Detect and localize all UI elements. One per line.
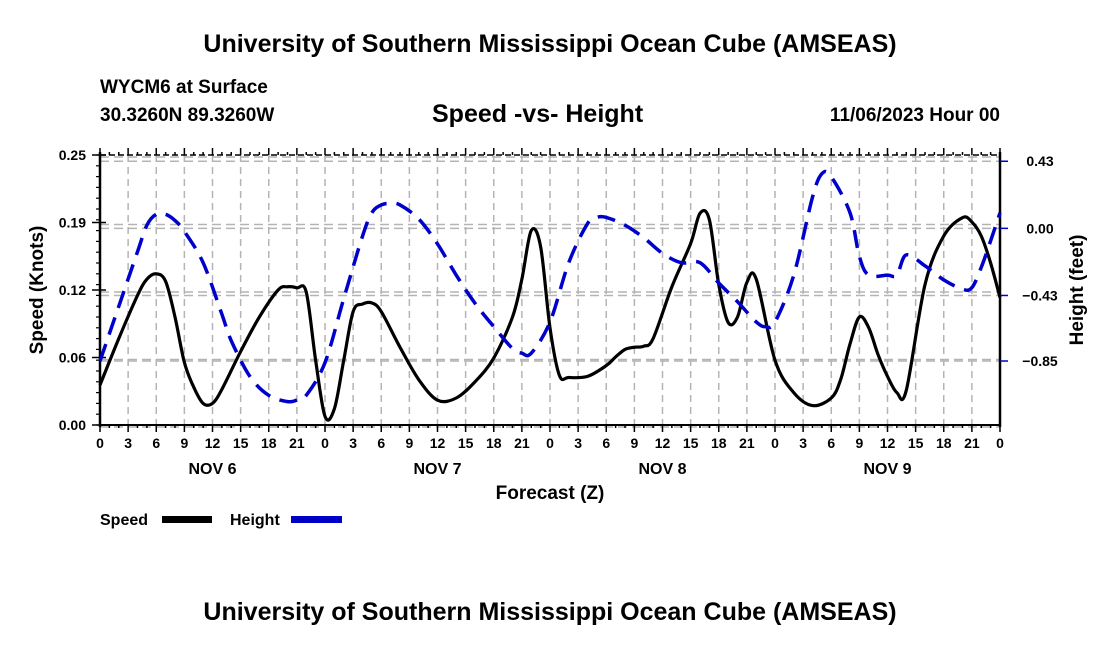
day-label: NOV 6 bbox=[188, 461, 236, 478]
x-tick-label: 3 bbox=[574, 435, 582, 451]
datetime-label: 11/06/2023 Hour 00 bbox=[829, 105, 1000, 126]
x-tick-label: 12 bbox=[880, 435, 896, 451]
y-tick-label: 0.12 bbox=[59, 282, 86, 298]
legend-label-height: Height bbox=[230, 512, 280, 529]
y2-tick-label: −0.43 bbox=[1022, 287, 1058, 303]
y2-tick-label: 0.00 bbox=[1026, 220, 1053, 236]
tick-labels: 0.00 0.06 0.12 0.19 0.25 0.43 0.00 −0.43 −0.85 0 3… bbox=[27, 147, 1088, 504]
legend-swatch-speed bbox=[162, 516, 212, 523]
footer-title: University of Southern Mississippi Ocean… bbox=[203, 598, 897, 626]
speed-series-line bbox=[98, 208, 1002, 422]
x-tick-label: 3 bbox=[799, 435, 807, 451]
x-tick-label: 9 bbox=[180, 435, 188, 451]
legend: Speed Height bbox=[100, 512, 342, 529]
day-label: NOV 9 bbox=[863, 461, 911, 478]
x-tick-label: 18 bbox=[261, 435, 277, 451]
x-axis-title: Forecast (Z) bbox=[496, 483, 605, 504]
x-tick-label: 15 bbox=[683, 435, 699, 451]
x-tick-label: 0 bbox=[771, 435, 779, 451]
x-tick-label: 21 bbox=[964, 435, 980, 451]
day-label: NOV 7 bbox=[413, 461, 461, 478]
x-tick-label: 0 bbox=[546, 435, 554, 451]
x-tick-label: 12 bbox=[430, 435, 446, 451]
y-tick-label: 0.19 bbox=[59, 215, 86, 231]
x-tick-label: 0 bbox=[96, 435, 104, 451]
grid bbox=[100, 155, 1000, 428]
y-tick-label: 0.06 bbox=[59, 350, 86, 366]
x-tick-label: 3 bbox=[349, 435, 357, 451]
x-tick-label: 21 bbox=[739, 435, 755, 451]
y2-tick-label: 0.43 bbox=[1026, 153, 1053, 169]
x-tick-label: 3 bbox=[124, 435, 132, 451]
x-tick-label: 6 bbox=[602, 435, 610, 451]
coordinates-label: 30.3260N 89.3260W bbox=[100, 105, 275, 126]
axes bbox=[92, 148, 1008, 432]
x-tick-label: 9 bbox=[630, 435, 638, 451]
x-tick-label: 15 bbox=[233, 435, 249, 451]
y2-tick-label: −0.85 bbox=[1022, 353, 1058, 369]
x-tick-label: 6 bbox=[827, 435, 835, 451]
x-tick-label: 12 bbox=[655, 435, 671, 451]
series-lines bbox=[98, 169, 1002, 422]
x-tick-label: 0 bbox=[321, 435, 329, 451]
x-tick-label: 18 bbox=[936, 435, 952, 451]
station-label: WYCM6 at Surface bbox=[100, 77, 268, 98]
x-tick-label: 18 bbox=[711, 435, 727, 451]
x-tick-label: 15 bbox=[458, 435, 474, 451]
y-tick-label: 0.25 bbox=[59, 147, 86, 163]
x-tick-label: 0 bbox=[996, 435, 1004, 451]
legend-label-speed: Speed bbox=[100, 512, 148, 529]
x-tick-label: 9 bbox=[405, 435, 413, 451]
x-tick-label: 12 bbox=[205, 435, 221, 451]
x-tick-label: 15 bbox=[908, 435, 924, 451]
y2-axis-title: Height (feet) bbox=[1067, 235, 1088, 346]
x-tick-label: 6 bbox=[377, 435, 385, 451]
main-title: University of Southern Mississippi Ocean… bbox=[203, 30, 897, 58]
x-tick-label: 18 bbox=[486, 435, 502, 451]
x-tick-label: 6 bbox=[152, 435, 160, 451]
chart-title: Speed -vs- Height bbox=[432, 100, 644, 128]
x-tick-label: 9 bbox=[855, 435, 863, 451]
height-series-line bbox=[98, 169, 1002, 404]
x-tick-label: 21 bbox=[289, 435, 305, 451]
y-axis-title: Speed (Knots) bbox=[27, 226, 48, 355]
day-label: NOV 8 bbox=[638, 461, 686, 478]
y-tick-label: 0.00 bbox=[59, 417, 86, 433]
x-tick-label: 21 bbox=[514, 435, 530, 451]
